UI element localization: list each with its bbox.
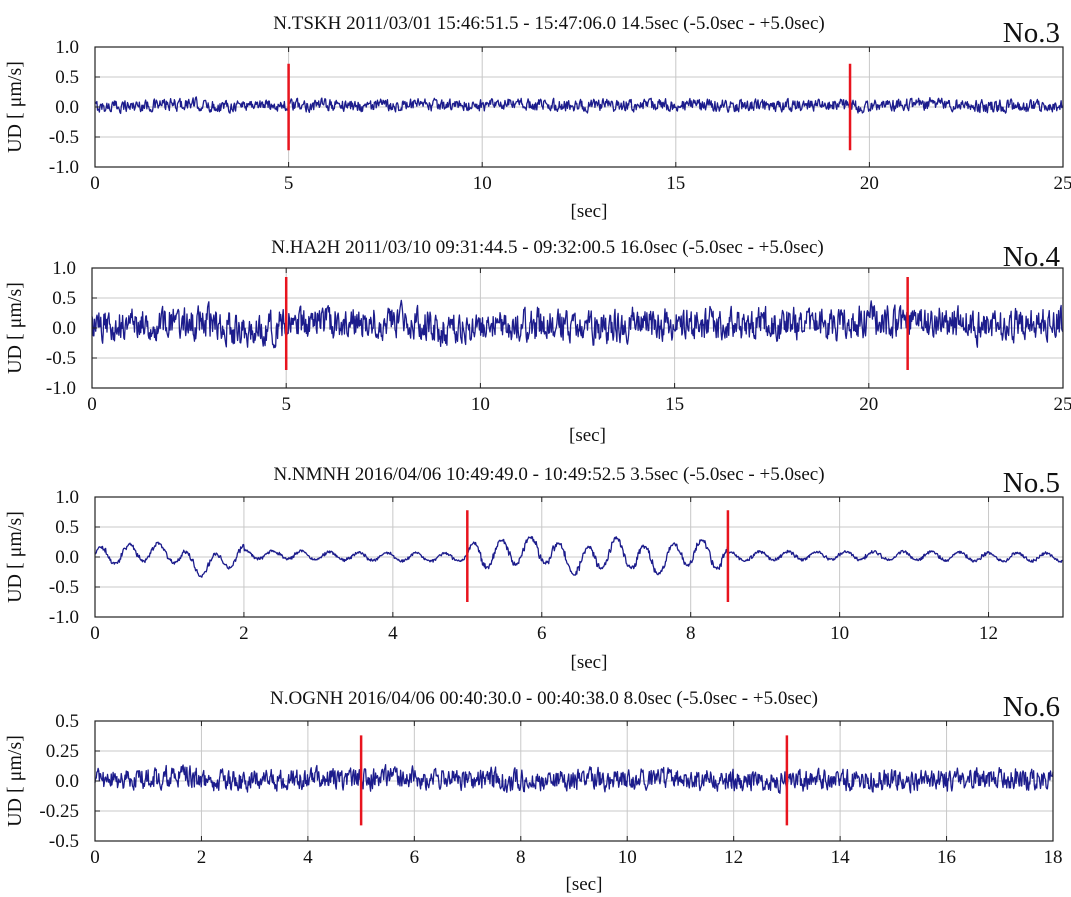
x-tick-label: 4: [388, 623, 398, 644]
y-tick-label: 0.5: [55, 711, 79, 732]
y-tick-label: 0.0: [55, 97, 79, 118]
x-tick-label: 5: [281, 394, 291, 415]
panel-label: No.3: [1003, 17, 1060, 49]
x-tick-label: 10: [471, 394, 490, 415]
waveform-trace: [91, 299, 1064, 349]
y-axis-label: UD [ μm/s]: [4, 511, 26, 603]
y-tick-label: 0.0: [52, 318, 76, 339]
x-tick-label: 6: [410, 847, 420, 868]
chart-title: N.NMNH 2016/04/06 10:49:49.0 - 10:49:52.…: [273, 464, 824, 485]
x-tick-label: 0: [90, 847, 100, 868]
y-tick-label: 1.0: [55, 37, 79, 58]
y-tick-label: -0.5: [49, 127, 79, 148]
chart-title: N.TSKH 2011/03/01 15:46:51.5 - 15:47:06.…: [273, 13, 824, 34]
y-tick-label: 0.5: [52, 288, 76, 309]
waveform-trace: [94, 535, 1064, 578]
panel-label: No.6: [1003, 691, 1060, 723]
y-tick-label: -1.0: [49, 157, 79, 178]
x-axis-label: [sec]: [569, 425, 606, 446]
y-tick-label: -0.5: [46, 348, 76, 369]
chart-panel-3: N.TSKH 2011/03/01 15:46:51.5 - 15:47:06.…: [4, 13, 1071, 222]
waveform-trace: [94, 764, 1054, 795]
x-tick-label: 15: [666, 173, 685, 194]
x-tick-label: 12: [724, 847, 743, 868]
x-tick-label: 10: [830, 623, 849, 644]
x-tick-label: 25: [1054, 394, 1071, 415]
x-tick-label: 20: [859, 394, 878, 415]
x-axis-label: [sec]: [571, 652, 608, 673]
x-tick-label: 10: [473, 173, 492, 194]
chart-title: N.HA2H 2011/03/10 09:31:44.5 - 09:32:00.…: [271, 237, 823, 258]
x-tick-label: 25: [1054, 173, 1071, 194]
y-tick-label: 0.0: [55, 547, 79, 568]
x-tick-label: 0: [87, 394, 97, 415]
x-tick-label: 5: [284, 173, 294, 194]
x-tick-label: 0: [90, 173, 100, 194]
x-axis-label: [sec]: [571, 201, 608, 222]
x-tick-label: 16: [937, 847, 956, 868]
chart-title: N.OGNH 2016/04/06 00:40:30.0 - 00:40:38.…: [270, 688, 818, 709]
chart-panel-4: N.HA2H 2011/03/10 09:31:44.5 - 09:32:00.…: [4, 237, 1071, 446]
x-tick-label: 6: [537, 623, 547, 644]
y-tick-label: 1.0: [52, 258, 76, 279]
x-tick-label: 12: [979, 623, 998, 644]
x-tick-label: 14: [831, 847, 851, 868]
y-tick-label: -0.5: [49, 831, 79, 852]
y-tick-label: -1.0: [46, 378, 76, 399]
x-tick-label: 10: [618, 847, 637, 868]
x-tick-label: 15: [665, 394, 684, 415]
x-tick-label: 0: [90, 623, 100, 644]
panel-label: No.5: [1003, 467, 1060, 499]
y-tick-label: 0.25: [46, 741, 79, 762]
chart-panel-6: N.OGNH 2016/04/06 00:40:30.0 - 00:40:38.…: [4, 688, 1063, 895]
x-tick-label: 8: [516, 847, 526, 868]
x-axis-label: [sec]: [566, 874, 603, 895]
y-tick-label: 0.5: [55, 517, 79, 538]
x-tick-label: 18: [1044, 847, 1063, 868]
y-axis-label: UD [ μm/s]: [4, 735, 26, 827]
y-axis-label: UD [ μm/s]: [4, 282, 26, 374]
y-tick-label: 1.0: [55, 487, 79, 508]
waveform-trace: [94, 96, 1064, 115]
y-tick-label: -1.0: [49, 607, 79, 628]
y-axis-label: UD [ μm/s]: [4, 61, 26, 153]
x-tick-label: 20: [860, 173, 879, 194]
y-tick-label: 0.0: [55, 771, 79, 792]
x-tick-label: 2: [197, 847, 207, 868]
x-tick-label: 2: [239, 623, 249, 644]
y-tick-label: -0.25: [39, 801, 79, 822]
y-tick-label: 0.5: [55, 67, 79, 88]
x-tick-label: 4: [303, 847, 313, 868]
y-tick-label: -0.5: [49, 577, 79, 598]
x-tick-label: 8: [686, 623, 696, 644]
chart-panel-5: N.NMNH 2016/04/06 10:49:49.0 - 10:49:52.…: [4, 464, 1064, 673]
